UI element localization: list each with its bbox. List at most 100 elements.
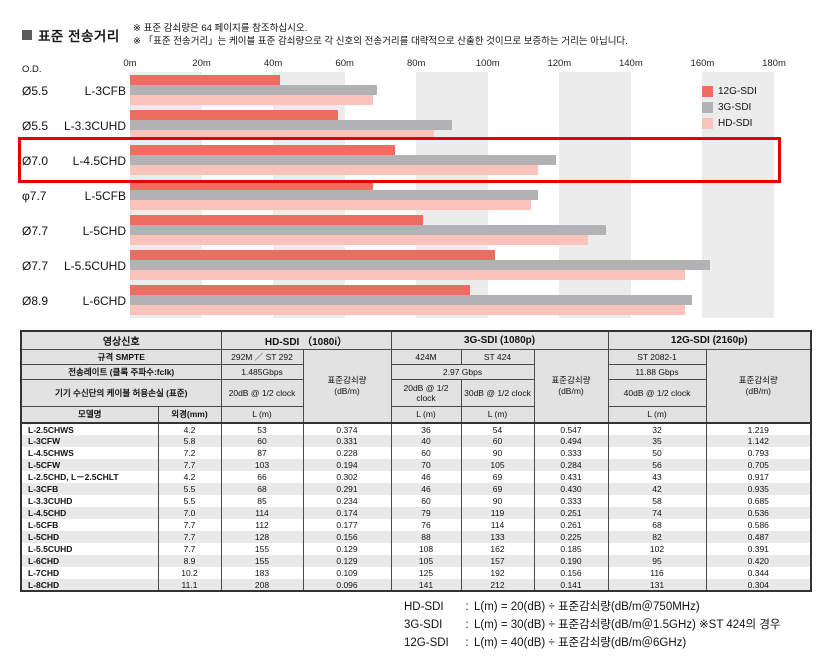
cell-g12-lm: 32 [607, 423, 707, 435]
row-model-label: L-5CHD [82, 224, 126, 238]
page-title-row: 표준 전송거리 [22, 25, 120, 45]
g12-att-line2: (dB/m) [745, 385, 772, 396]
table-row: L-4.5CHD 7.0 114 0.174 79 119 0.251 74 0.536 [20, 507, 812, 519]
cell-hd-att: 0.156 [302, 531, 392, 543]
hd-smpte: 292M ／ ST 292 [220, 348, 304, 365]
x-axis-tick-label: 20m [192, 58, 211, 69]
g3-smpte-st424: ST 424 [460, 348, 535, 365]
cell-model: L-5.5CUHD [20, 543, 159, 555]
cell-g3-att: 0.494 [533, 435, 609, 447]
cell-g3-att: 0.225 [533, 531, 609, 543]
cell-g3-att: 0.333 [533, 495, 609, 507]
x-axis-tick-label: 60m [335, 58, 354, 69]
bar-12g-sdi [130, 285, 470, 295]
bar-12g-sdi [130, 145, 395, 155]
bar-12g-sdi [130, 110, 338, 120]
table-row: L-4.5CHWS 7.2 87 0.228 60 90 0.333 50 0.793 [20, 447, 812, 459]
footnote-text: : [465, 637, 469, 649]
row-od-label: Ø7.7 [22, 224, 49, 238]
cell-g12-att: 0.705 [705, 459, 812, 471]
cell-hd-att: 0.177 [302, 519, 392, 531]
cell-g12-lm: 43 [607, 471, 707, 483]
g3-attenuation-header: 표준감쇠량 (dB/m) [533, 348, 609, 424]
footnote-text: L(m) = 30(dB) ÷ 표준감쇠량(dB/m＠1.5GHz) ※ST 4… [474, 619, 781, 631]
cell-hd-lm: 53 [220, 423, 304, 435]
cell-g12-att: 0.487 [705, 531, 812, 543]
title-bullet-icon [22, 30, 32, 40]
cell-g3-lm-20: 141 [390, 579, 462, 591]
footnote-text: 3G-SDI [404, 619, 443, 631]
table-row: L-5.5CUHD 7.7 155 0.129 108 162 0.185 102 0.391 [20, 543, 812, 555]
bar-hd-sdi [130, 270, 685, 280]
cell-od: 8.9 [157, 555, 222, 567]
bar-12g-sdi [130, 180, 374, 190]
table-row: L-8CHD 11.1 208 0.096 141 212 0.141 131 0.304 [20, 579, 812, 591]
highlight-box [18, 137, 781, 183]
cell-g3-lm-20: 60 [390, 495, 462, 507]
cell-g3-att: 0.156 [533, 567, 609, 579]
cell-g3-lm-20: 79 [390, 507, 462, 519]
legend-label: 3G-SDI [718, 101, 752, 113]
transmission-distance-chart: O.D. 0m 20m 40m 60m 80m 100m 120m 140m 160m 180m Ø… [0, 0, 831, 330]
bar-hd-sdi [130, 130, 435, 140]
bar-3g-sdi [130, 225, 606, 235]
cell-hd-lm: 114 [220, 507, 304, 519]
cell-g12-att: 0.793 [705, 447, 812, 459]
col-group-3g-sdi: 3G-SDI (1080p) [390, 330, 609, 350]
table-row: L-2.5CHWS 4.2 53 0.374 36 54 0.547 32 1.219 [20, 423, 812, 435]
legend-label: HD-SDI [718, 117, 753, 129]
cell-g12-att: 1.219 [705, 423, 812, 435]
grid-band [702, 72, 774, 318]
cell-model: L-6CHD [20, 555, 159, 567]
cell-od: 7.7 [157, 543, 222, 555]
legend-swatch-3g-sdi [702, 101, 713, 113]
cell-g12-att: 0.391 [705, 543, 812, 555]
cell-g3-att: 0.431 [533, 471, 609, 483]
cell-model: L-3CFW [20, 435, 159, 447]
g3-smpte-424m: 424M [390, 348, 462, 365]
x-axis-tick-label: 120m [547, 58, 572, 69]
cell-g12-att: 0.935 [705, 483, 812, 495]
cell-model: L-7CHD [20, 567, 159, 579]
footnote-text: : [465, 619, 469, 631]
bar-3g-sdi [130, 85, 377, 95]
table-row: L-2.5CHD, L－2.5CHLT 4.2 66 0.302 46 69 0.431 43… [20, 471, 812, 483]
cell-g12-att: 0.586 [705, 519, 812, 531]
cell-model: L-2.5CHD, L－2.5CHLT [20, 471, 159, 483]
cell-hd-lm: 128 [220, 531, 304, 543]
hd-att-line2: (dB/m) [334, 385, 360, 396]
cell-g12-lm: 35 [607, 435, 707, 447]
cell-g12-att: 0.304 [705, 579, 812, 591]
signal-spec-table: 영상신호 HD-SDI （1080i） 3G-SDI (1080p) 12G-S… [20, 330, 813, 592]
cell-model: L-5CFW [20, 459, 159, 471]
cell-model: L-2.5CHWS [20, 423, 159, 435]
cell-g3-lm-30: 60 [460, 435, 535, 447]
note-line-1: ※ 표준 감쇠량은 64 페이지를 참조하십시오. [133, 23, 308, 34]
cell-g3-lm-20: 125 [390, 567, 462, 579]
footnote-text: L(m) = 40(dB) ÷ 표준감쇠량(dB/m＠6GHz) [474, 637, 687, 649]
cell-g12-lm: 102 [607, 543, 707, 555]
col-header-g3-lm-30: L (m) [460, 405, 535, 424]
col-header-model: 모델명 [20, 405, 159, 424]
bar-3g-sdi [130, 155, 556, 165]
bar-hd-sdi [130, 200, 531, 210]
cell-g3-lm-20: 88 [390, 531, 462, 543]
footnote-line: HD-SDI: L(m) = 20(dB) ÷ 표준감쇠량(dB/m＠750MHz… [404, 598, 780, 616]
row-od-label: Ø8.9 [22, 294, 49, 308]
cell-g12-lm: 74 [607, 507, 707, 519]
footnote-line: 3G-SDI: L(m) = 30(dB) ÷ 표준감쇠량(dB/m＠1.5GHz… [404, 616, 780, 634]
cell-g3-lm-30: 90 [460, 495, 535, 507]
hd-att-line1: 표준감쇠량 [327, 374, 367, 385]
cell-model: L-8CHD [20, 579, 159, 591]
x-axis-tick-label: 80m [406, 58, 426, 69]
col-header-od: 외경(mm) [157, 405, 222, 424]
bar-3g-sdi [130, 120, 452, 130]
cell-g3-lm-20: 46 [390, 483, 462, 495]
table-row: L-6CHD 8.9 155 0.129 105 157 0.190 95 0.420 [20, 555, 812, 567]
g12-rate: 11.88 Gbps [607, 363, 707, 380]
bar-3g-sdi [130, 260, 710, 270]
legend-swatch-12g-sdi [702, 85, 713, 97]
cell-g3-lm-30: 114 [460, 519, 535, 531]
cell-g3-att: 0.190 [533, 555, 609, 567]
cell-od: 7.7 [157, 531, 222, 543]
